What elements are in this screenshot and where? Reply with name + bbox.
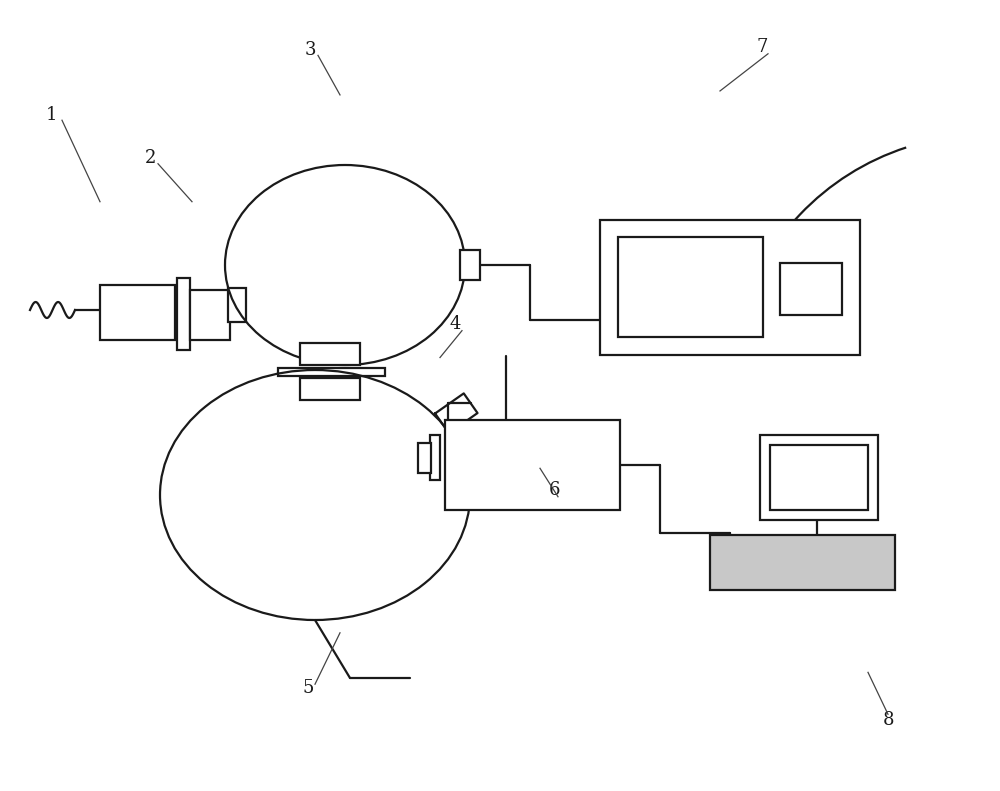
Bar xyxy=(418,443,431,473)
Text: 7: 7 xyxy=(756,39,768,56)
Bar xyxy=(228,288,246,322)
Bar xyxy=(780,263,842,315)
Bar xyxy=(177,278,190,350)
Text: 1: 1 xyxy=(46,106,58,123)
Bar xyxy=(710,535,895,590)
Bar xyxy=(300,343,360,365)
Bar xyxy=(300,378,360,400)
Bar xyxy=(190,290,230,340)
Text: 8: 8 xyxy=(882,711,894,729)
Bar xyxy=(430,435,440,480)
Text: 3: 3 xyxy=(304,41,316,59)
Text: 5: 5 xyxy=(302,679,314,697)
Bar xyxy=(445,420,620,510)
Text: 4: 4 xyxy=(449,316,461,333)
Bar xyxy=(278,368,385,376)
Bar xyxy=(618,237,763,337)
Text: 6: 6 xyxy=(549,482,561,499)
Bar xyxy=(770,445,868,510)
Text: 2: 2 xyxy=(144,149,156,167)
Bar xyxy=(460,250,480,280)
Bar xyxy=(760,435,878,520)
Bar xyxy=(100,285,175,340)
Bar xyxy=(600,220,860,355)
